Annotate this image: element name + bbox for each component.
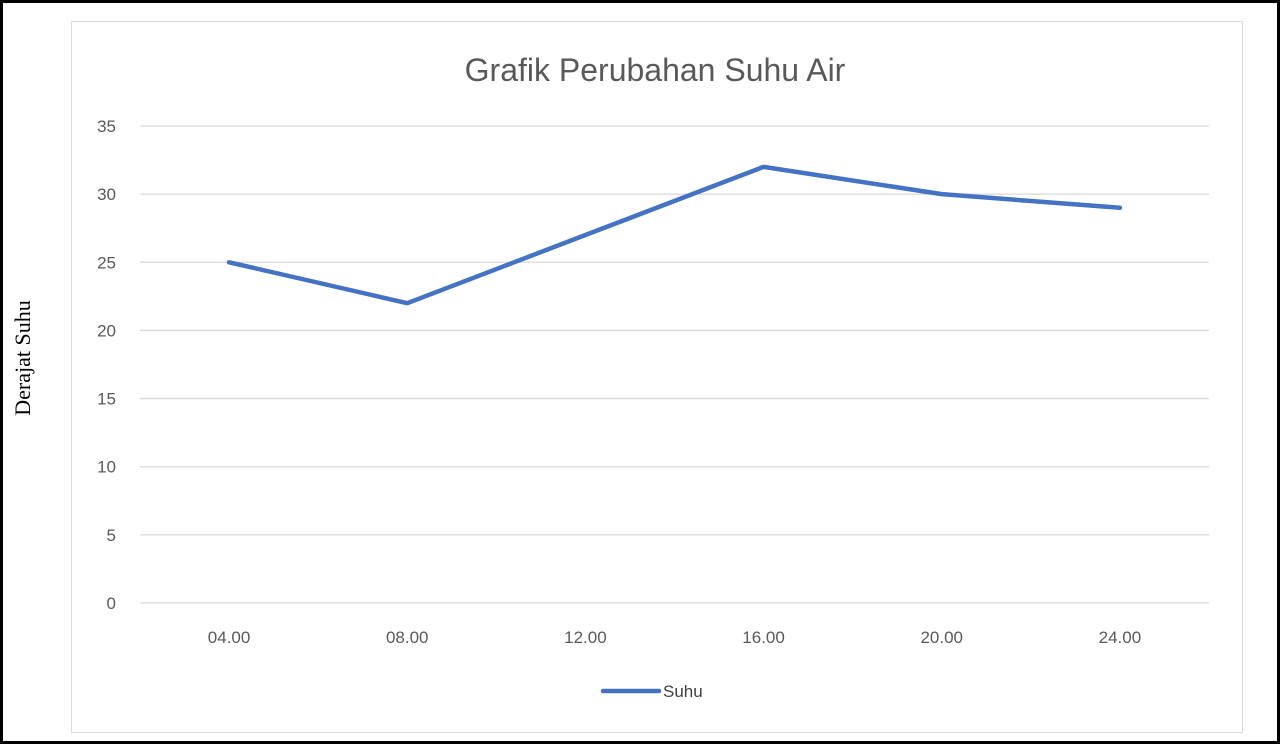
y-tick-label: 35 <box>97 117 116 136</box>
legend: Suhu <box>603 682 703 701</box>
y-tick-label: 15 <box>97 390 116 409</box>
y-tick-label: 0 <box>107 594 116 613</box>
x-tick-label: 20.00 <box>920 628 963 647</box>
y-tick-label: 30 <box>97 185 116 204</box>
y-tick-label: 10 <box>97 458 116 477</box>
gridlines <box>140 126 1209 603</box>
y-tick-labels: 0 5 10 15 20 25 30 35 <box>97 117 116 613</box>
x-tick-label: 12.00 <box>564 628 607 647</box>
x-tick-label: 24.00 <box>1099 628 1142 647</box>
series-line-suhu <box>229 167 1120 303</box>
x-tick-label: 04.00 <box>208 628 251 647</box>
line-chart: Grafik Perubahan Suhu Air 0 5 10 15 20 25 30 35… <box>3 3 1280 747</box>
chart-title: Grafik Perubahan Suhu Air <box>465 52 846 88</box>
y-tick-label: 20 <box>97 321 116 340</box>
y-tick-label: 25 <box>97 253 116 272</box>
legend-label: Suhu <box>663 682 703 701</box>
x-tick-labels: 04.00 08.00 12.00 16.00 20.00 24.00 <box>208 628 1141 647</box>
x-tick-label: 08.00 <box>386 628 429 647</box>
x-tick-label: 16.00 <box>742 628 785 647</box>
series-group <box>229 167 1120 303</box>
y-tick-label: 5 <box>107 526 116 545</box>
